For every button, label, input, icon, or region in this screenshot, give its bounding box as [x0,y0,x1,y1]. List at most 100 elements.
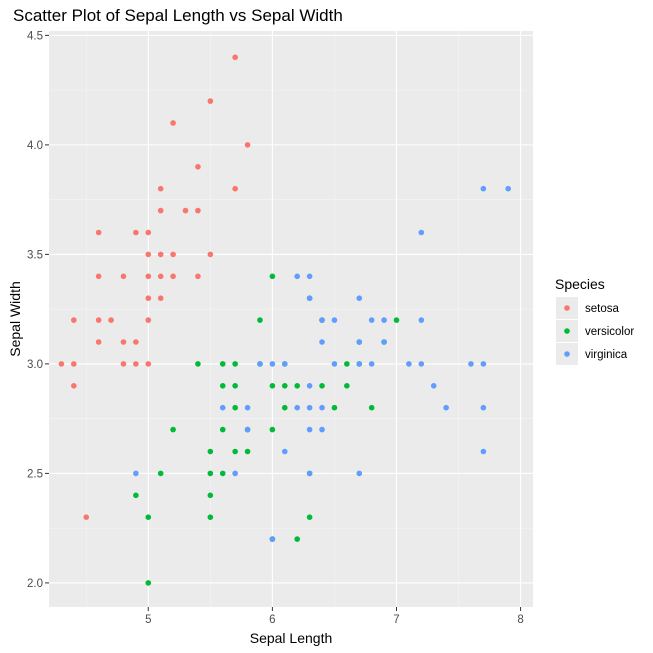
data-point-setosa [157,273,164,280]
data-point-virginica [319,339,325,345]
data-point-versicolor [232,361,238,367]
x-tick-label: 8 [517,614,523,626]
data-point-setosa [71,361,77,367]
data-point-virginica [306,470,313,477]
data-point-setosa [157,207,164,214]
data-point-versicolor [368,404,375,411]
data-point-setosa [95,317,102,323]
data-point-setosa [95,273,102,280]
data-point-setosa [170,120,176,126]
data-point-virginica [281,448,288,455]
data-point-virginica [306,273,313,280]
gridlines [49,31,533,607]
y-tick-label: 2.5 [27,468,43,480]
data-point-versicolor [294,382,301,389]
data-point-virginica [244,426,251,433]
data-point-versicolor [232,382,238,389]
data-point-versicolor [170,426,176,433]
data-point-setosa [170,273,176,280]
x-axis: 5 6 7 8 [145,607,524,626]
data-point-virginica [480,448,487,455]
data-point-setosa [95,339,102,345]
legend-marker-virginica [564,351,570,357]
data-point-virginica [319,404,325,411]
data-point-versicolor [244,448,251,455]
y-axis: 2.0 2.5 3.0 3.5 4.0 4.5 [27,30,49,590]
data-point-virginica [381,339,387,345]
legend-label-setosa: setosa [585,303,619,315]
y-axis-title: Sepal Width [7,281,23,356]
data-point-versicolor [294,536,301,542]
data-point-versicolor [219,426,226,433]
data-point-virginica [368,317,375,323]
data-point-versicolor [281,382,288,389]
y-tick-label: 4.0 [27,140,43,152]
data-point-versicolor [269,426,276,433]
data-point-virginica [356,361,363,367]
data-point-versicolor [319,382,325,389]
data-point-setosa [182,207,189,214]
data-point-virginica [306,426,313,433]
data-point-versicolor [269,273,276,280]
legend-marker-setosa [564,305,570,311]
data-point-virginica [331,361,338,367]
data-point-setosa [207,251,214,258]
data-point-versicolor [157,470,164,477]
data-point-virginica [294,273,301,280]
data-point-setosa [120,273,127,280]
y-tick-label: 3.0 [27,359,43,371]
data-point-virginica [306,382,313,389]
data-point-virginica [418,361,425,367]
data-point-setosa [58,361,65,367]
data-point-versicolor [219,382,226,389]
data-point-virginica [269,361,276,367]
data-point-virginica [294,404,301,411]
data-point-virginica [368,361,375,367]
data-point-virginica [443,404,449,411]
data-point-virginica [418,317,425,323]
legend-label-versicolor: versicolor [585,326,634,338]
data-point-versicolor [145,514,152,521]
data-point-virginica [269,536,276,542]
data-point-setosa [120,339,127,345]
data-point-virginica [480,185,487,192]
plot-panel [49,31,533,607]
data-point-versicolor [207,492,214,499]
data-point-setosa [157,251,164,258]
data-point-virginica [257,361,263,367]
data-point-setosa [207,98,214,104]
x-tick-label: 7 [393,614,399,626]
legend-label-virginica: virginica [585,349,628,361]
data-point-setosa [195,273,201,280]
data-point-versicolor [219,470,226,477]
data-point-setosa [195,207,201,214]
data-point-setosa [145,273,152,280]
x-tick-label: 5 [145,614,151,626]
data-point-setosa [95,229,102,236]
data-point-virginica [406,361,412,367]
y-tick-label: 4.5 [27,30,43,42]
data-point-virginica [356,339,363,345]
x-axis-title: Sepal Length [250,630,333,646]
data-point-setosa [232,185,238,192]
data-point-versicolor [207,514,214,521]
y-tick-label: 3.5 [27,249,43,261]
data-point-versicolor [232,448,238,455]
data-point-virginica [381,317,387,323]
data-point-versicolor [344,382,350,389]
x-tick-label: 6 [269,614,275,626]
data-point-setosa [108,317,114,323]
data-point-versicolor [344,361,350,367]
data-point-virginica [319,426,325,433]
data-point-setosa [145,295,152,301]
data-point-setosa [170,251,176,258]
data-point-virginica [306,295,313,301]
data-point-virginica [430,382,437,389]
data-point-versicolor [269,382,276,389]
data-point-virginica [418,229,425,236]
data-point-setosa [120,361,127,367]
data-point-virginica [505,185,511,192]
y-tick-label: 2.0 [27,578,43,590]
data-point-setosa [83,514,90,521]
